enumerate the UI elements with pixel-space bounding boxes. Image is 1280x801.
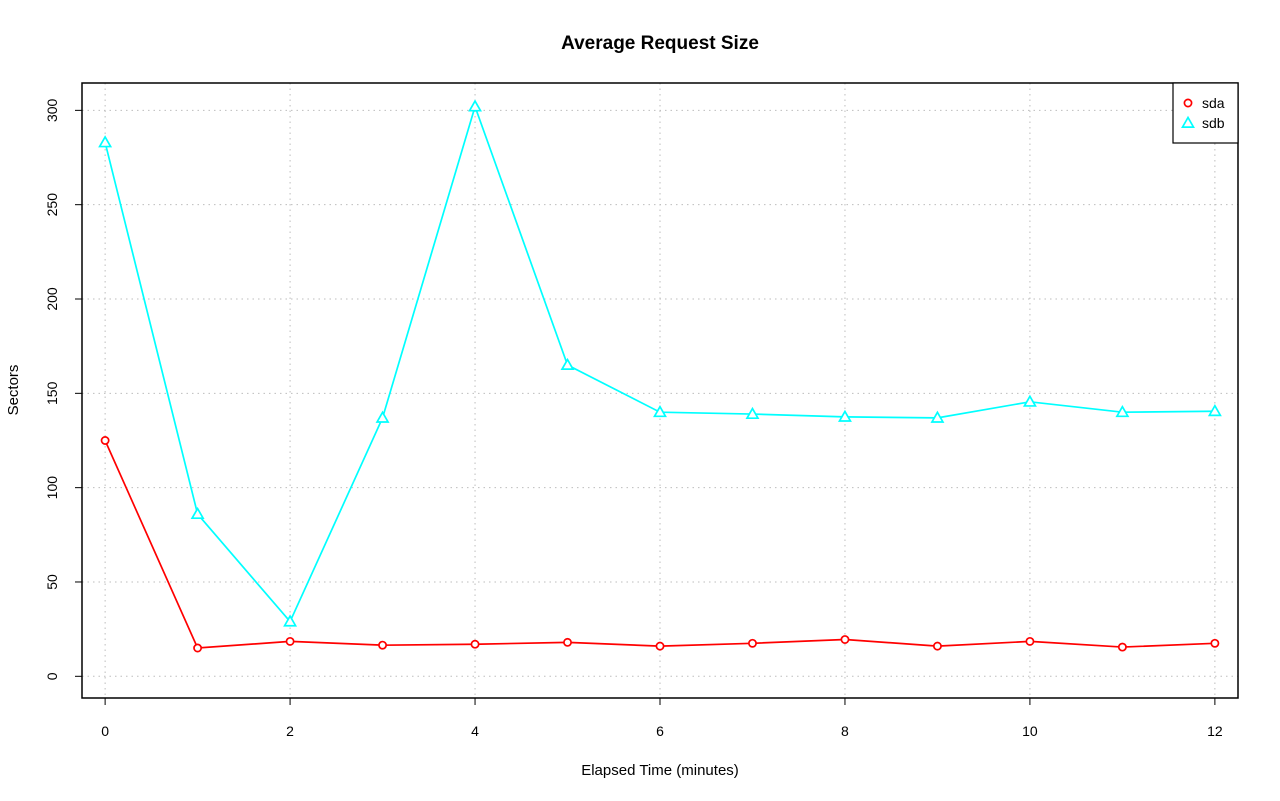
data-point-sda <box>748 638 757 648</box>
grid <box>82 83 1238 698</box>
legend-marker-sda <box>1183 98 1193 108</box>
legend-marker-sdb <box>1181 115 1195 128</box>
legend-item-sdb: sdb <box>1181 115 1225 131</box>
y-axis-label: Sectors <box>5 365 22 416</box>
x-axis: 0 2 4 6 8 10 12 <box>101 698 1223 739</box>
x-tick-label: 2 <box>286 723 294 739</box>
data-point-sda <box>563 637 572 647</box>
x-axis-label: Elapsed Time (minutes) <box>581 762 739 779</box>
data-point-sdb <box>1115 404 1130 418</box>
data-point-sdb <box>560 357 575 371</box>
x-tick-label: 12 <box>1207 723 1223 739</box>
series-layer <box>98 99 1222 653</box>
y-tick-label: 0 <box>44 672 60 680</box>
data-point-sda <box>655 641 665 651</box>
data-point-sda <box>1210 638 1220 648</box>
y-tick-label: 200 <box>44 287 60 311</box>
data-point-sdb <box>1022 394 1037 407</box>
data-point-sdb <box>283 614 298 627</box>
x-tick-label: 8 <box>841 723 849 739</box>
data-point-sda <box>840 635 850 644</box>
data-point-sdb <box>190 506 205 520</box>
x-tick-label: 6 <box>656 723 664 739</box>
x-tick-label: 4 <box>471 723 479 739</box>
data-point-sda <box>193 643 203 653</box>
legend-label-sda: sda <box>1202 95 1225 111</box>
legend-box <box>1172 82 1239 144</box>
y-tick-label: 150 <box>44 381 60 405</box>
series-sdb <box>98 99 1222 627</box>
data-point-sda <box>1117 642 1127 652</box>
data-point-sdb <box>930 410 945 423</box>
data-point-sdb <box>98 135 113 148</box>
data-point-sda <box>378 640 388 650</box>
y-axis: 0 50 100 150 200 250 300 <box>44 98 82 680</box>
data-point-sda <box>1025 636 1035 646</box>
y-tick-label: 300 <box>44 98 60 122</box>
data-point-sda <box>932 641 942 651</box>
y-tick-label: 250 <box>44 193 60 217</box>
data-point-sdb <box>745 406 760 420</box>
data-point-sdb <box>375 410 390 423</box>
data-point-sdb <box>837 409 852 422</box>
data-point-sda <box>470 639 480 649</box>
legend: sda sdb <box>1172 82 1239 144</box>
legend-item-sda: sda <box>1183 95 1225 111</box>
y-tick-label: 50 <box>44 574 60 590</box>
series-sda <box>100 436 1220 653</box>
x-tick-label: 10 <box>1022 723 1038 739</box>
data-point-sdb <box>1207 404 1222 417</box>
data-point-sda <box>100 436 110 445</box>
y-tick-label: 100 <box>44 476 60 500</box>
chart-title: Average Request Size <box>561 33 759 54</box>
legend-label-sdb: sdb <box>1202 115 1225 131</box>
data-point-sdb <box>653 404 667 418</box>
x-tick-label: 0 <box>101 723 109 739</box>
data-point-sda <box>285 636 295 646</box>
data-point-sdb <box>468 99 483 112</box>
